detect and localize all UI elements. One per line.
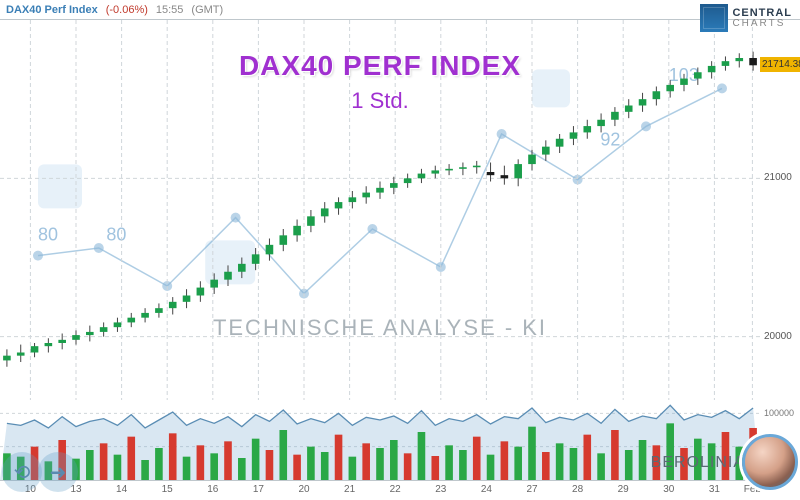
brand-text: BEROLINIA [651, 454, 745, 472]
instrument-time: 15:55 [156, 4, 184, 16]
chart-ta-label: TECHNISCHE ANALYSE - KI [0, 315, 760, 341]
site-logo: CENTRAL CHARTS [700, 4, 792, 32]
nav-forward-button[interactable]: ➜ [38, 452, 78, 492]
nav-back-button[interactable]: ⟲ [2, 452, 42, 492]
logo-line1: CENTRAL [732, 8, 792, 19]
instrument-tz: (GMT) [191, 4, 223, 16]
chart-title: DAX40 PERF INDEX [0, 50, 760, 82]
logo-icon [700, 4, 728, 32]
instrument-name: DAX40 Perf Index [6, 4, 98, 16]
instrument-change: (-0.06%) [106, 4, 148, 16]
volume-chart[interactable] [0, 400, 760, 480]
chart-subtitle: 1 Std. [0, 88, 760, 114]
price-y-axis: 200002100021714.38 [760, 20, 800, 400]
time-x-axis: 10131415161720212223242728293031Feb [0, 480, 760, 500]
logo-line2: CHARTS [732, 19, 792, 29]
avatar-icon[interactable] [742, 434, 798, 490]
chart-header: DAX40 Perf Index (-0.06%) 15:55 (GMT) [0, 0, 800, 20]
